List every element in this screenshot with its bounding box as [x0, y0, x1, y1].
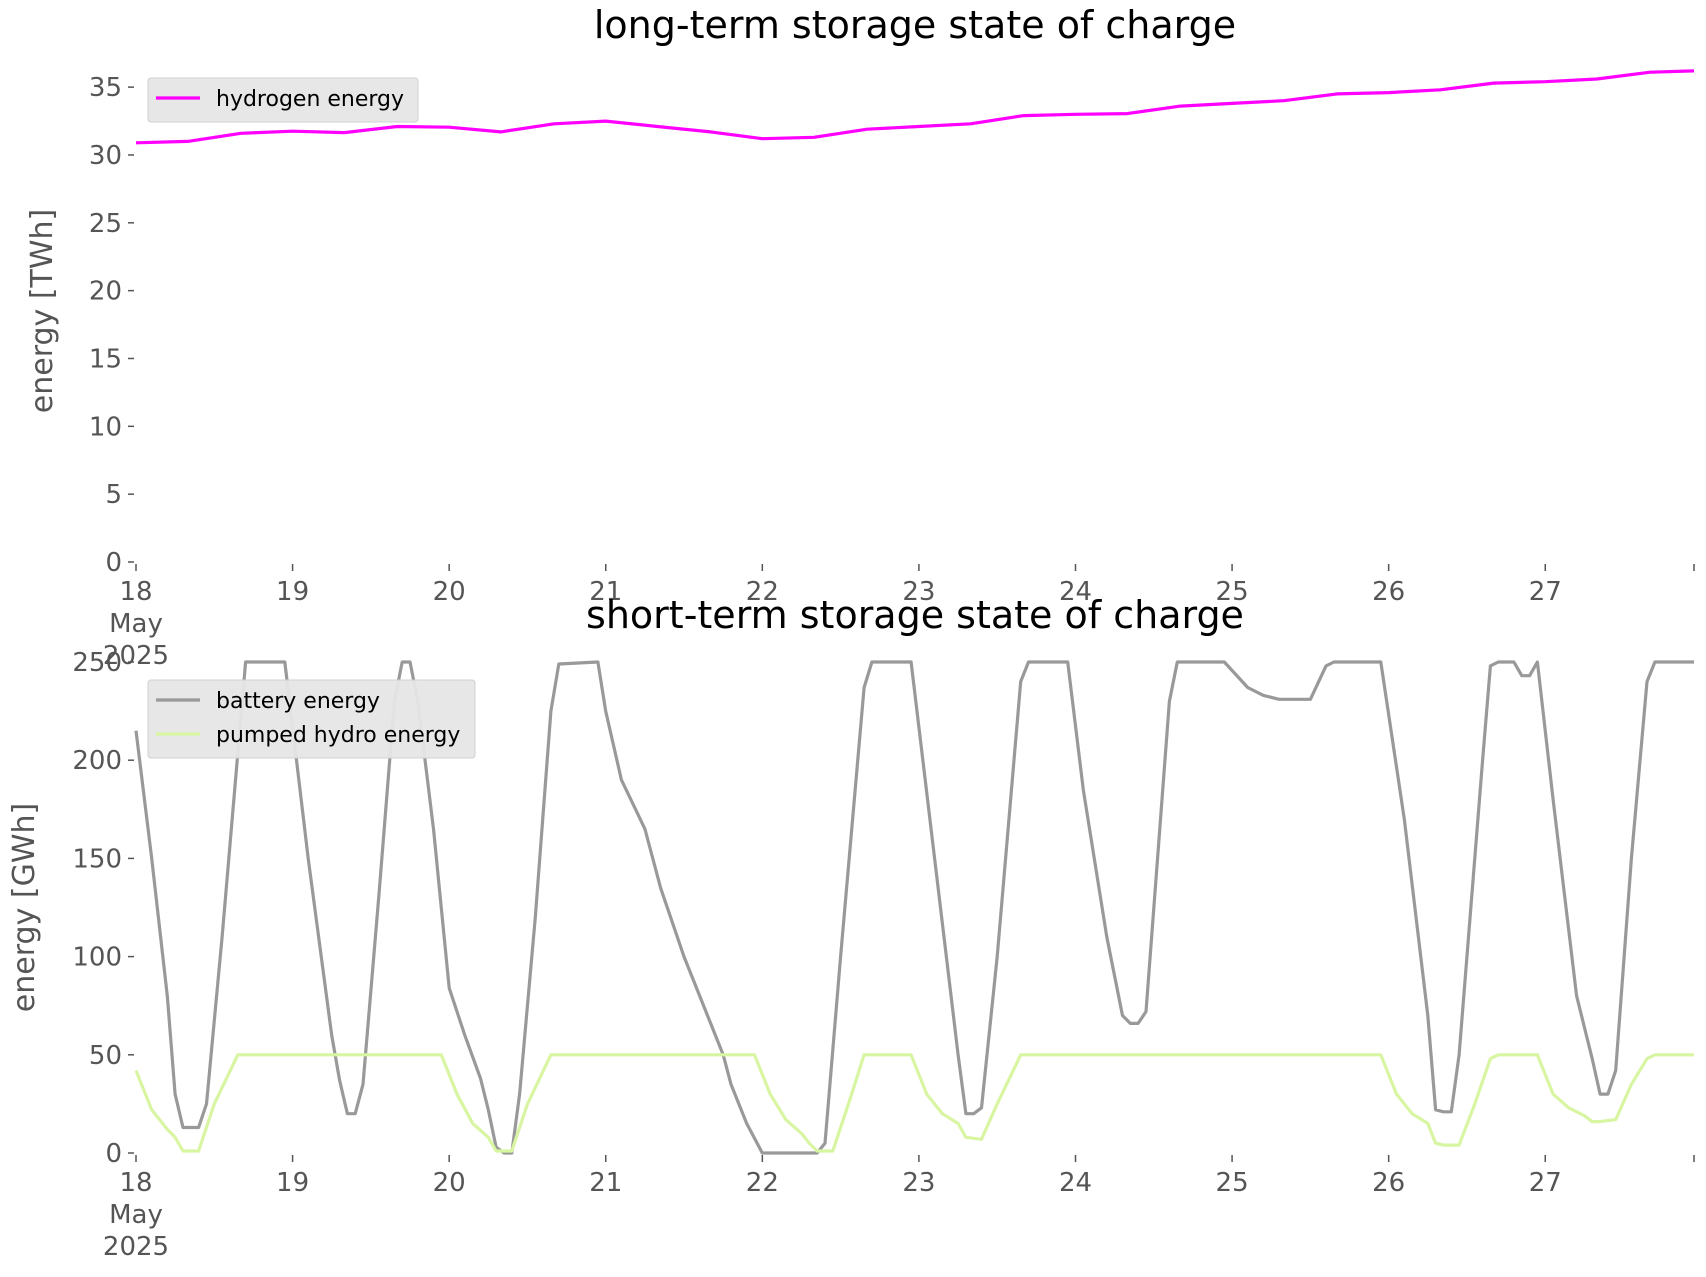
chart-panel-2: short-term storage state of charge energy…	[7, 593, 1695, 1262]
y-tick-label: 50	[89, 1041, 122, 1071]
legend-label: battery energy	[216, 689, 380, 714]
chart-panel-1: long-term storage state of charge energy …	[25, 3, 1695, 671]
x-tick-label: 2025	[103, 641, 169, 671]
y-tick-label: 200	[72, 746, 122, 776]
chart-title: short-term storage state of charge	[586, 593, 1244, 637]
y-tick-label: 250	[72, 648, 122, 678]
x-tick-label: 24	[1059, 1168, 1092, 1198]
legend-box	[147, 77, 419, 123]
x-tick-label: 27	[1529, 1168, 1562, 1198]
y-tick-label: 25	[89, 209, 122, 239]
x-tick-label: 19	[276, 577, 309, 607]
x-tick-label: May	[109, 1200, 163, 1230]
series-line-hydrogen-energy	[135, 69, 1695, 145]
x-tick-label: 27	[1529, 577, 1562, 607]
y-tick-label: 0	[105, 548, 122, 578]
legend: hydrogen energy	[147, 77, 419, 123]
x-tick-label: 20	[433, 1168, 466, 1198]
x-tick-label: 2025	[103, 1232, 169, 1262]
chart-title: long-term storage state of charge	[594, 3, 1236, 47]
x-tick-label: 18	[119, 1168, 152, 1198]
y-tick-label: 35	[89, 73, 122, 103]
x-tick-label: 25	[1216, 577, 1249, 607]
x-tick-label: 19	[276, 1168, 309, 1198]
x-tick-label: 25	[1216, 1168, 1249, 1198]
y-tick-label: 150	[72, 844, 122, 874]
legend-label: pumped hydro energy	[216, 723, 460, 748]
y-tick-label: 10	[89, 412, 122, 442]
series-line-battery-energy	[134, 660, 1694, 1155]
x-tick-label: 20	[433, 577, 466, 607]
x-tick-label: 21	[589, 1168, 622, 1198]
x-tick-label: 22	[746, 1168, 779, 1198]
legend-box	[147, 679, 476, 759]
y-tick-label: 20	[89, 277, 122, 307]
x-tick-label: 21	[589, 577, 622, 607]
x-tick-label: 24	[1059, 577, 1092, 607]
y-tick-label: 5	[105, 480, 122, 510]
x-tick-label: 26	[1372, 577, 1405, 607]
legend-label: hydrogen energy	[216, 87, 404, 112]
y-axis-label: energy [GWh]	[7, 803, 42, 1012]
series-line-pumped-hydro-energy	[134, 1053, 1694, 1153]
y-tick-label: 15	[89, 344, 122, 374]
y-tick-label: 100	[72, 943, 122, 973]
x-tick-label: 18	[119, 577, 152, 607]
x-tick-label: 22	[746, 577, 779, 607]
x-tick-label: 26	[1372, 1168, 1405, 1198]
x-tick-label: 23	[902, 1168, 935, 1198]
legend: battery energy pumped hydro energy	[147, 679, 476, 759]
y-tick-label: 0	[105, 1139, 122, 1169]
x-tick-label: May	[109, 609, 163, 639]
x-tick-label: 23	[902, 577, 935, 607]
y-tick-label: 30	[89, 141, 122, 171]
y-axis-label: energy [TWh]	[25, 209, 60, 413]
